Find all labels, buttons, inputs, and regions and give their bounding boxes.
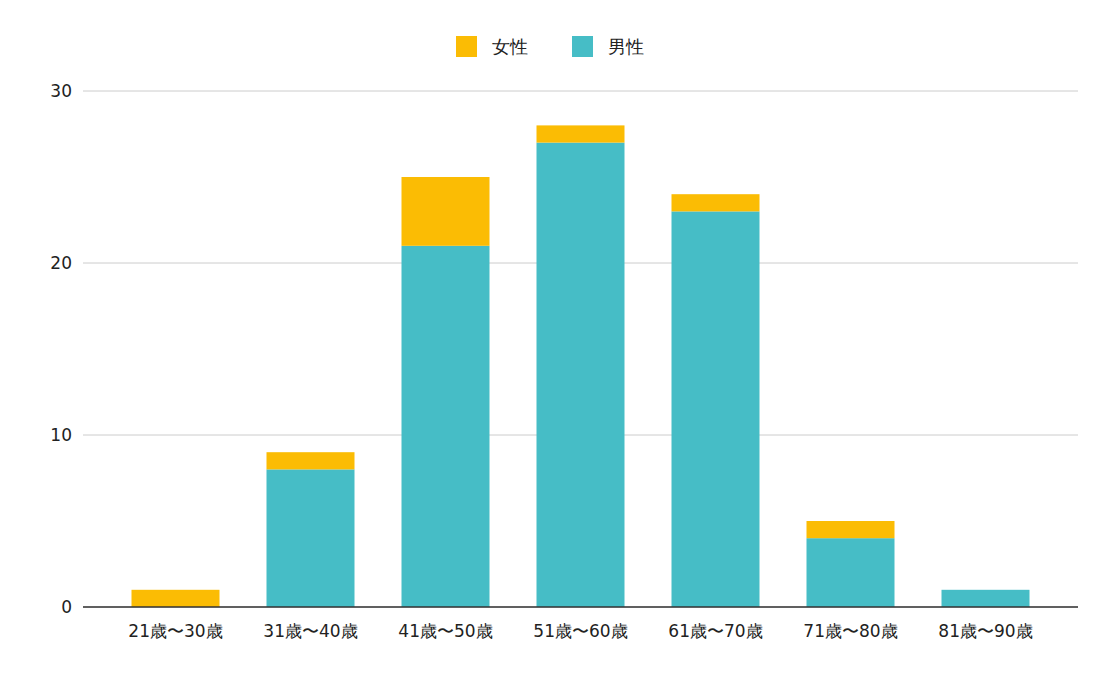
y-tick-label: 30 (50, 81, 72, 101)
bar-segment (537, 143, 625, 607)
bar-segment (132, 590, 220, 607)
bar-segment (942, 589, 1030, 590)
bar-segment (267, 452, 355, 469)
bar-segment (942, 590, 1030, 607)
x-tick-label: 71歳〜80歳 (803, 621, 897, 641)
bars (132, 125, 1030, 607)
bar-segment (402, 246, 490, 607)
x-tick-label: 81歳〜90歳 (938, 621, 1032, 641)
bar-segment (807, 538, 895, 607)
y-tick-label: 0 (61, 597, 72, 617)
bar-segment (537, 125, 625, 142)
chart: 0 10 20 30 21歳〜30歳 31歳〜40歳 41歳〜50歳 51歳〜60歳 61歳〜7… (0, 0, 1114, 678)
y-tick-label: 10 (50, 425, 72, 445)
x-axis-line (83, 606, 1078, 608)
y-tick-label: 20 (50, 253, 72, 273)
x-tick-label: 31歳〜40歳 (263, 621, 357, 641)
legend-label: 男性 (608, 36, 644, 57)
y-axis-range (83, 91, 84, 607)
bar-segment (672, 194, 760, 211)
legend-swatch (456, 36, 477, 57)
legend-swatch (572, 36, 593, 57)
x-tick-label: 21歳〜30歳 (128, 621, 222, 641)
grid-line (83, 91, 1078, 92)
bar-segment (807, 521, 895, 538)
legend-label: 女性 (492, 36, 528, 57)
bar-segment (402, 177, 490, 246)
bar-segment (672, 211, 760, 607)
x-tick-label: 51歳〜60歳 (533, 621, 627, 641)
bar-segment (267, 469, 355, 607)
grid-line (83, 607, 1078, 608)
x-tick-label: 41歳〜50歳 (398, 621, 492, 641)
x-tick-label: 61歳〜70歳 (668, 621, 762, 641)
legend: 女性 男性 (456, 36, 644, 57)
